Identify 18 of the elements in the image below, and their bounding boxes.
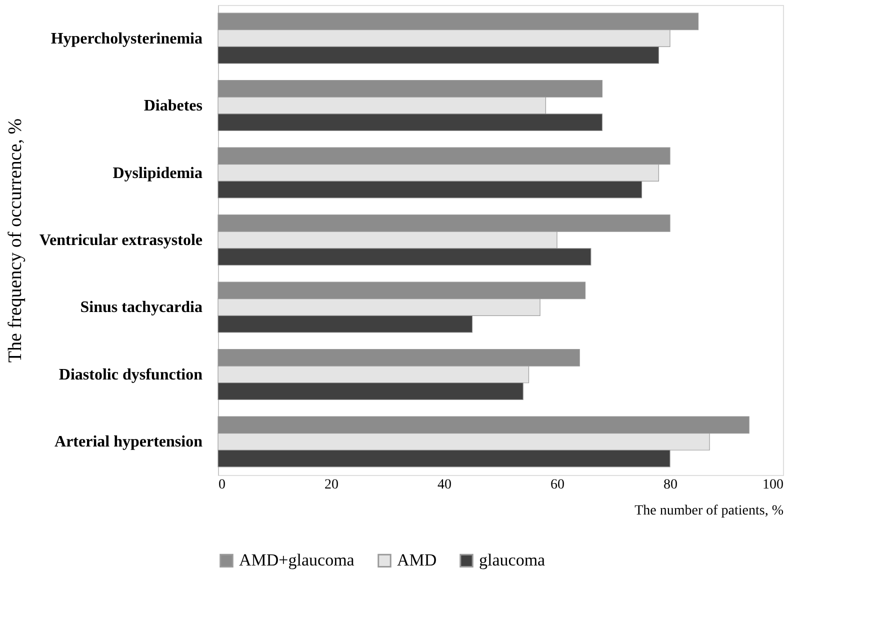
x-tick-label: 0 [218,478,226,492]
y-tick-label: Diabetes [144,98,202,115]
x-tick-label: 40 [438,478,452,492]
y-tick-label: Ventricular extrasystole [39,232,202,249]
y-tick-label: Dyslipidemia [112,164,202,182]
legend-label: glaucoma [479,550,546,570]
x-tick-label: 80 [664,478,678,492]
legend-label: AMD [397,550,437,570]
y-tick-label: Diastolic dysfunction [58,366,203,384]
y-tick-label: Arterial hypertension [54,434,203,451]
x-tick-label: 20 [324,478,338,492]
y-axis-title: The frequency of occurrence, % [5,118,26,363]
legend-label: AMD+glaucoma [239,550,355,570]
x-tick-label: 60 [550,478,564,492]
y-tick-label: Hypercholysterinemia [50,30,202,48]
y-tick-label: Sinus tachycardia [80,299,202,316]
x-tick-label: 100 [762,478,784,492]
x-axis-title: The number of patients, % [634,504,784,518]
